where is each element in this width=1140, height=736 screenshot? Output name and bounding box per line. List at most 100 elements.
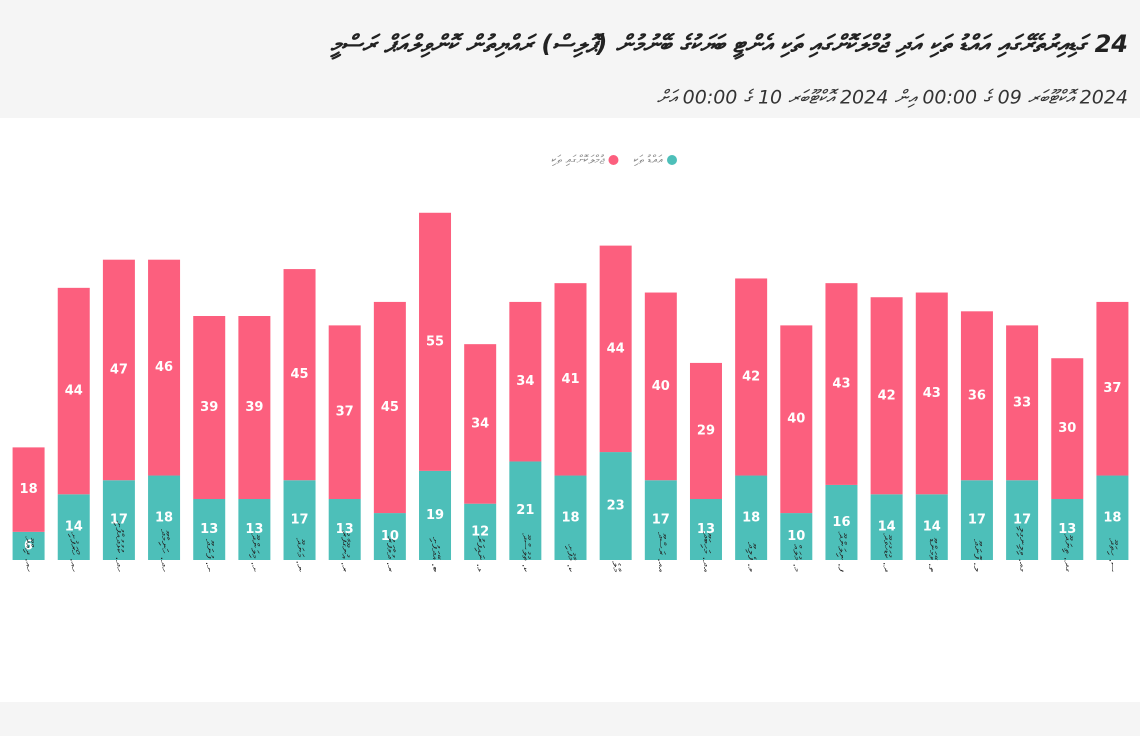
value-label: 13 (336, 522, 354, 537)
x-tick-label: މ. މުލައް (790, 544, 803, 572)
value-label: 33 (1013, 395, 1031, 410)
bar-segment (328, 499, 361, 560)
value-label: 29 (697, 423, 715, 438)
bar-segment (780, 325, 813, 514)
value-label: 10 (787, 529, 805, 544)
value-label: 40 (652, 379, 670, 394)
legend-swatch (608, 155, 619, 165)
value-label: 39 (245, 400, 263, 415)
bar-segment (780, 513, 813, 560)
legend-label: އައްޑު ތަކި (633, 153, 663, 167)
value-label: 18 (742, 510, 760, 525)
value-label: 13 (200, 522, 218, 537)
value-label: 40 (787, 412, 805, 427)
value-label: 34 (471, 416, 489, 431)
bar-segment (238, 499, 271, 560)
value-label: 47 (110, 362, 128, 377)
bar-segment (644, 480, 677, 560)
value-label: 10 (381, 529, 399, 544)
bar-segment (509, 301, 542, 462)
x-tick-label: ހއ. ހޯރަފުށި (68, 532, 81, 572)
bar-segment (238, 316, 271, 499)
x-tick-label: ދ. ކުޑަހުވަދޫ (881, 533, 894, 572)
value-label: 18 (1103, 510, 1121, 525)
value-label: 36 (968, 388, 986, 403)
value-label: 45 (290, 367, 308, 382)
x-tick-label: ށ. މިލަންދޫ (248, 533, 261, 572)
value-label: 46 (155, 360, 173, 375)
value-label: 21 (516, 503, 534, 518)
bar-segment (509, 461, 542, 560)
footer-band (0, 702, 1140, 736)
bar-segment (1096, 301, 1129, 476)
value-label: 14 (878, 520, 896, 535)
value-label: 17 (652, 513, 670, 528)
value-label: 42 (878, 388, 896, 403)
value-label: 18 (155, 510, 173, 525)
bar-segment (689, 362, 722, 499)
bar-segment (1051, 499, 1084, 560)
bar-segment (57, 287, 90, 495)
bar-segment (915, 494, 948, 560)
bar-segment (373, 301, 406, 514)
bar-segment (599, 245, 632, 453)
bar-segment (825, 484, 858, 560)
value-label: 34 (516, 374, 534, 389)
x-tick-label: ހއ. ދިއްދޫ (23, 536, 36, 572)
x-tick-label: ށ. ފުނަދޫ (203, 539, 216, 572)
bar-segment (193, 499, 226, 560)
bar-segment (1006, 325, 1039, 481)
value-label: 55 (426, 334, 444, 349)
x-tick-label: ރ. ދުވާފަރު (384, 536, 397, 572)
header-band (0, 0, 1140, 118)
value-label: 42 (742, 370, 760, 385)
bar-segment (825, 283, 858, 485)
bar-segment (735, 278, 768, 476)
value-label: 39 (200, 400, 218, 415)
bar-segment (960, 311, 993, 481)
x-tick-label: ތ. ވޭމަންޑޫ (926, 537, 939, 572)
x-tick-label: ލ. ފޮނަދޫ (971, 539, 984, 572)
x-tick-label: ވ. ފެލިދޫ (745, 542, 758, 572)
x-tick-label: އދ. މަހިބަދޫ (700, 532, 713, 572)
value-label: 18 (20, 482, 38, 497)
bar-segment (148, 259, 181, 476)
value-label: 19 (426, 508, 444, 523)
title: 24 ގަޑިއިރުތެރޭގައި އައްޑު ތަކި އަދި ޖުމ… (329, 30, 1128, 60)
bar-segment (419, 470, 452, 560)
bar-segment (870, 494, 903, 560)
x-tick-label: އއ. ރަސްދޫ (655, 532, 668, 572)
bar-segment (870, 297, 903, 495)
bar-segment (464, 344, 497, 504)
bar-segment (644, 292, 677, 481)
value-label: 44 (65, 384, 83, 399)
value-label: 18 (561, 510, 579, 525)
x-tick-label: ޅ. ނައިފަރު (474, 536, 487, 572)
value-label: 44 (607, 341, 625, 356)
x-tick-label: ނ. މަނަދޫ (294, 538, 307, 572)
bar-segment (283, 269, 316, 481)
value-label: 43 (832, 377, 850, 392)
value-label: 13 (697, 522, 715, 537)
legend-label: ޖުމްލަކޮށްގައި ތަކި (551, 153, 605, 167)
x-tick-label: ކ. މާފުށި (565, 544, 578, 572)
legend-swatch (667, 155, 677, 165)
value-label: 37 (336, 405, 354, 420)
bar-segment (735, 475, 768, 560)
subtitle: 2024 އޮކްޓޫބަރ 09 ގެ 00:00 އިން 2024 އޮކ… (657, 87, 1128, 109)
value-label: 16 (832, 515, 850, 530)
bar-segment (102, 259, 135, 481)
value-label: 12 (471, 524, 489, 539)
x-tick-label: ފ. ނިލަންދޫ (835, 532, 848, 573)
value-label: 23 (607, 499, 625, 514)
bar-segment (328, 325, 361, 499)
value-label: 13 (245, 522, 263, 537)
bar-segment (373, 513, 406, 560)
bar-segment (102, 480, 135, 560)
bar-segment (57, 494, 90, 560)
value-label: 13 (1058, 522, 1076, 537)
bar-segment (554, 283, 587, 476)
value-label: 41 (561, 372, 579, 387)
x-tick-label: ރ. އުނގޫފާރު (339, 530, 352, 572)
